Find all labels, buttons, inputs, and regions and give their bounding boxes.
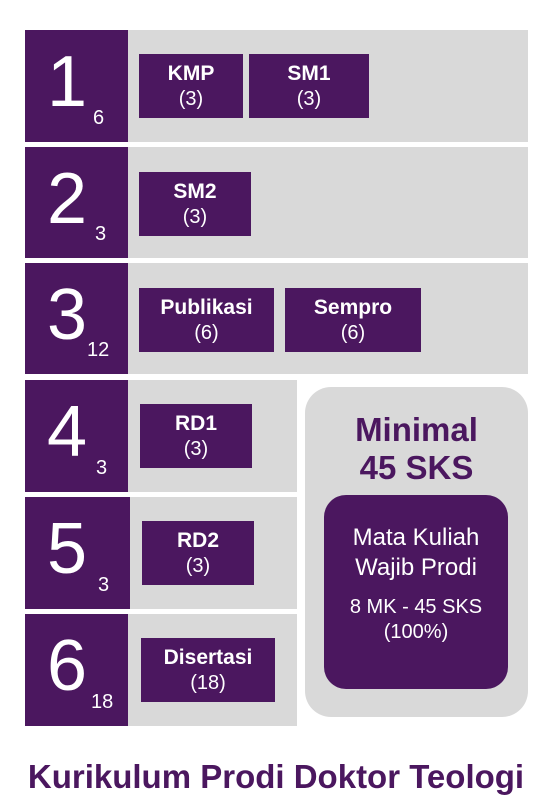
course-name: KMP	[167, 62, 215, 86]
course-sm2: SM2 (3)	[139, 172, 251, 236]
semester-label-3: 3 12	[25, 263, 128, 374]
course-sempro: Sempro (6)	[285, 288, 421, 352]
semester-label-5: 5 3	[25, 497, 130, 609]
page-title: Kurikulum Prodi Doktor Teologi	[27, 758, 525, 795]
semester-sks: 3	[98, 574, 110, 596]
minimum-sks-heading: Minimal 45 SKS	[305, 411, 528, 487]
course-kmp: KMP (3)	[139, 54, 243, 118]
semester-number: 5	[47, 509, 88, 589]
semester-sks: 6	[93, 107, 105, 129]
semester-label-4: 4 3	[25, 380, 128, 492]
course-credits: (3)	[178, 87, 204, 110]
semester-sks: 12	[87, 339, 110, 361]
mandatory-title: Mata Kuliah Wajib Prodi	[324, 523, 508, 583]
semester-number: 6	[47, 626, 88, 706]
semester-row-3: 3 12 Publikasi (6) Sempro (6)	[25, 263, 528, 374]
course-rd2: RD2 (3)	[142, 521, 254, 585]
course-credits: (3)	[183, 437, 209, 460]
semester-row-6: 6 18 Disertasi (18)	[25, 614, 297, 726]
mandatory-line-2: Wajib Prodi	[355, 554, 477, 581]
course-credits: (18)	[190, 671, 226, 694]
course-name: RD2	[176, 529, 219, 553]
semester-sks: 3	[96, 457, 108, 479]
course-credits: (3)	[185, 554, 211, 577]
mandatory-count: 8 MK - 45 SKS (100%)	[324, 595, 508, 645]
semester-row-2: 2 3 SM2 (3)	[25, 147, 528, 258]
course-publikasi: Publikasi (6)	[139, 288, 274, 352]
course-rd1: RD1 (3)	[140, 404, 252, 468]
course-credits: (3)	[296, 87, 322, 110]
semester-number: 3	[47, 275, 88, 355]
semester-sks: 18	[91, 691, 114, 713]
semester-label-6: 6 18	[25, 614, 128, 726]
mandatory-courses-box: Mata Kuliah Wajib Prodi 8 MK - 45 SKS (1…	[324, 495, 508, 689]
course-credits: (6)	[340, 321, 366, 344]
summary-panel: Minimal 45 SKS Mata Kuliah Wajib Prodi 8…	[305, 387, 528, 717]
semester-number: 2	[47, 159, 88, 239]
course-name: SM1	[287, 62, 331, 86]
course-disertasi: Disertasi (18)	[141, 638, 275, 702]
course-name: SM2	[173, 180, 217, 204]
semester-label-2: 2 3	[25, 147, 128, 258]
semester-number: 4	[47, 392, 88, 472]
course-name: Publikasi	[160, 296, 253, 320]
semester-label-1: 1 6	[25, 30, 128, 142]
course-name: RD1	[174, 412, 217, 436]
course-name: Sempro	[313, 296, 393, 320]
count-line-2: (100%)	[383, 621, 449, 643]
semester-row-1: 1 6 KMP (3) SM1 (3)	[25, 30, 528, 142]
course-credits: (6)	[194, 321, 219, 344]
course-credits: (3)	[182, 205, 208, 228]
semester-sks: 3	[95, 223, 107, 245]
course-name: Disertasi	[163, 646, 253, 670]
semester-row-4: 4 3 RD1 (3)	[25, 380, 297, 492]
semester-row-5: 5 3 RD2 (3)	[25, 497, 297, 609]
semester-number: 1	[47, 42, 88, 122]
course-sm1: SM1 (3)	[249, 54, 369, 118]
minimum-line-2: 45 SKS	[359, 448, 474, 486]
mandatory-line-1: Mata Kuliah	[352, 524, 480, 551]
minimum-line-1: Minimal	[355, 411, 478, 448]
count-line-1: 8 MK - 45 SKS	[349, 596, 483, 618]
